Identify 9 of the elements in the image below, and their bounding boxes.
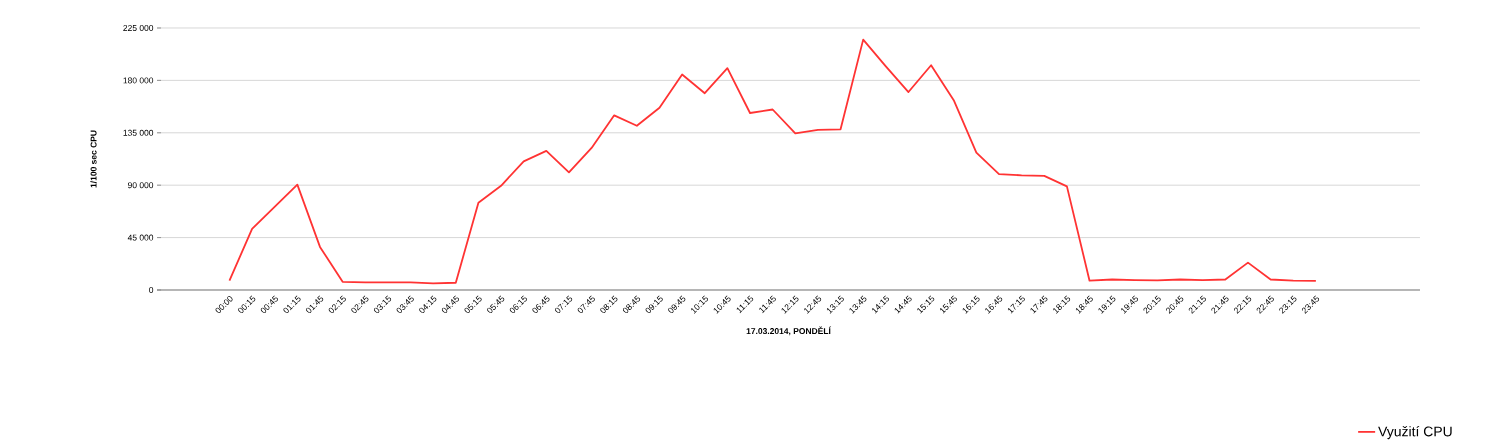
y-axis-title: 1/100 sec CPU (90, 130, 97, 188)
y-tick-label: 135 000 (123, 129, 154, 136)
x-axis-title: 17.03.2014, PONDĚLÍ (746, 326, 832, 336)
y-tick-label: 90 000 (127, 182, 154, 189)
y-tick-label: 225 000 (123, 25, 154, 31)
legend-label: Využití CPU (1378, 425, 1452, 440)
y-tick-label: 180 000 (123, 77, 154, 84)
y-tick-label: 0 (149, 287, 154, 293)
y-tick-label: 45 000 (127, 234, 154, 241)
